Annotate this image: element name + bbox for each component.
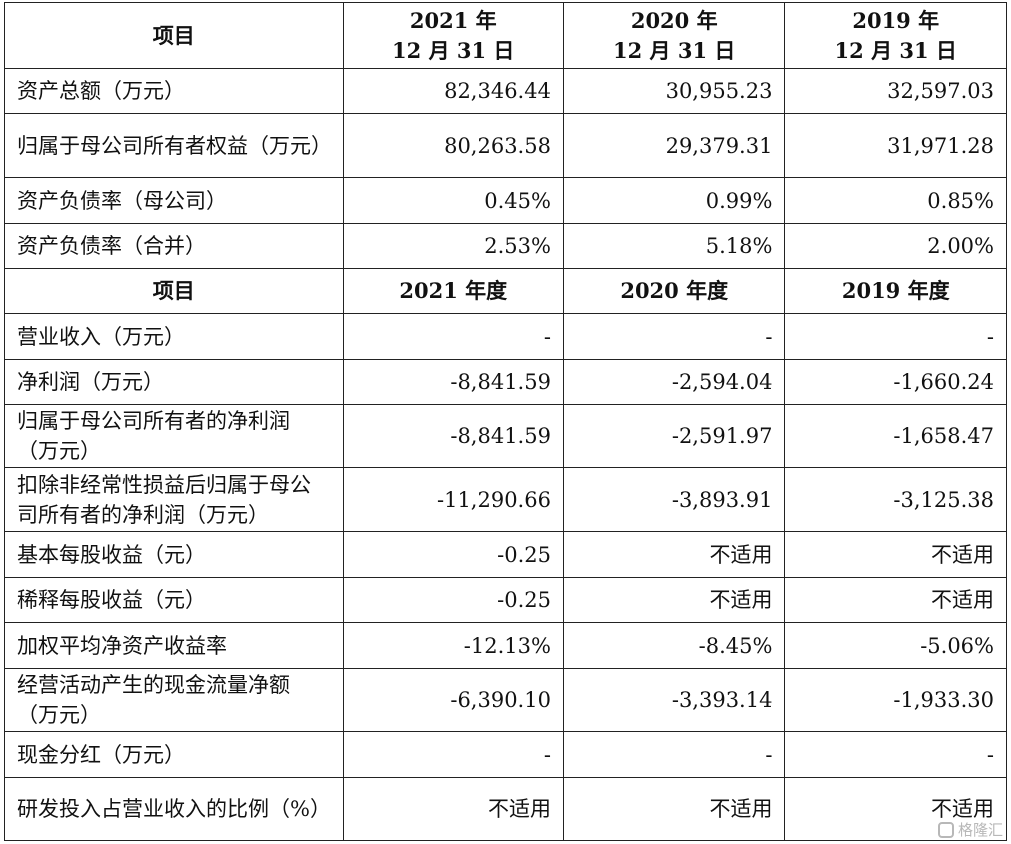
watermark: 格隆汇 bbox=[937, 819, 1003, 840]
value-2019: 不适用 bbox=[784, 531, 1007, 578]
value-2019: - bbox=[784, 731, 1007, 778]
value-2019: -1,658.47 bbox=[784, 404, 1007, 468]
value-2020: 5.18% bbox=[562, 223, 786, 269]
value-2019: 不适用 bbox=[784, 577, 1007, 623]
header-item: 项目 bbox=[4, 268, 344, 314]
value-2020: -8.45% bbox=[562, 622, 786, 669]
value-2021: -11,290.66 bbox=[342, 467, 564, 532]
row-label: 现金分红（万元） bbox=[4, 731, 344, 778]
table-row: 净利润（万元） -8,841.59 -2,594.04 -1,660.24 bbox=[4, 359, 1007, 405]
row-label: 归属于母公司所有者权益（万元） bbox=[4, 113, 344, 178]
table-row: 归属于母公司所有者权益（万元） 80,263.58 29,379.31 31,9… bbox=[4, 113, 1007, 178]
header-2021-date: 12 月 31 日 bbox=[392, 37, 515, 63]
header-2019-date: 12 月 31 日 bbox=[834, 37, 957, 63]
header-2019: 2019 年 12 月 31 日 bbox=[784, 2, 1007, 69]
value-2021: -0.25 bbox=[342, 531, 564, 578]
value-2021: - bbox=[342, 731, 564, 778]
header-item: 项目 bbox=[4, 2, 344, 69]
header-2021-year: 2021 年 bbox=[409, 7, 497, 33]
value-2020: 30,955.23 bbox=[562, 68, 786, 114]
value-2020: -3,893.91 bbox=[562, 467, 786, 532]
row-label: 稀释每股收益（元） bbox=[4, 577, 344, 623]
value-2019: -1,660.24 bbox=[784, 359, 1007, 405]
balance-header-row: 项目 2021 年 12 月 31 日 2020 年 12 月 31 日 201… bbox=[4, 2, 1007, 69]
table-row: 资产负债率（母公司） 0.45% 0.99% 0.85% bbox=[4, 177, 1007, 224]
table-row: 资产总额（万元） 82,346.44 30,955.23 32,597.03 bbox=[4, 68, 1007, 114]
table-row: 营业收入（万元） - - - bbox=[4, 313, 1007, 360]
value-2020: 不适用 bbox=[562, 531, 786, 578]
row-label: 研发投入占营业收入的比例（%） bbox=[4, 777, 344, 841]
value-2021: -0.25 bbox=[342, 577, 564, 623]
table-row: 基本每股收益（元） -0.25 不适用 不适用 bbox=[4, 531, 1007, 578]
value-2020: - bbox=[562, 313, 786, 360]
value-2020: 不适用 bbox=[562, 577, 786, 623]
table-row: 加权平均净资产收益率 -12.13% -8.45% -5.06% bbox=[4, 622, 1007, 669]
row-label: 归属于母公司所有者的净利润（万元） bbox=[4, 404, 344, 468]
header-2019-year: 2019 年 bbox=[852, 7, 940, 33]
value-2020: 不适用 bbox=[562, 777, 786, 841]
value-2021: 80,263.58 bbox=[342, 113, 564, 178]
value-2019: -1,933.30 bbox=[784, 668, 1007, 732]
value-2019: 0.85% bbox=[784, 177, 1007, 224]
value-2021: 0.45% bbox=[342, 177, 564, 224]
value-2019: 2.00% bbox=[784, 223, 1007, 269]
row-label: 基本每股收益（元） bbox=[4, 531, 344, 578]
value-2021: -8,841.59 bbox=[342, 404, 564, 468]
table-row: 稀释每股收益（元） -0.25 不适用 不适用 bbox=[4, 577, 1007, 623]
value-2021: 2.53% bbox=[342, 223, 564, 269]
value-2019: 32,597.03 bbox=[784, 68, 1007, 114]
watermark-logo-icon bbox=[937, 821, 954, 838]
header-2020-year: 2020 年 bbox=[630, 7, 718, 33]
table-row: 归属于母公司所有者的净利润（万元） -8,841.59 -2,591.97 -1… bbox=[4, 404, 1007, 468]
value-2021: -8,841.59 bbox=[342, 359, 564, 405]
value-2021: -6,390.10 bbox=[342, 668, 564, 732]
value-2020: 29,379.31 bbox=[562, 113, 786, 178]
row-label: 资产负债率（合并） bbox=[4, 223, 344, 269]
header-2020: 2020 年 12 月 31 日 bbox=[562, 2, 786, 69]
value-2021: 82,346.44 bbox=[342, 68, 564, 114]
value-2019: - bbox=[784, 313, 1007, 360]
header-2020: 2020 年度 bbox=[562, 268, 786, 314]
value-2019: 不适用 bbox=[784, 777, 1007, 841]
row-label: 营业收入（万元） bbox=[4, 313, 344, 360]
value-2020: -2,594.04 bbox=[562, 359, 786, 405]
value-2019: 31,971.28 bbox=[784, 113, 1007, 178]
table-row: 研发投入占营业收入的比例（%） 不适用 不适用 不适用 bbox=[4, 777, 1007, 841]
row-label: 净利润（万元） bbox=[4, 359, 344, 405]
income-header-row: 项目 2021 年度 2020 年度 2019 年度 bbox=[4, 268, 1007, 314]
table-row: 经营活动产生的现金流量净额（万元） -6,390.10 -3,393.14 -1… bbox=[4, 668, 1007, 732]
header-2021: 2021 年度 bbox=[342, 268, 564, 314]
watermark-text: 格隆汇 bbox=[957, 821, 1003, 839]
table-row: 资产负债率（合并） 2.53% 5.18% 2.00% bbox=[4, 223, 1007, 269]
row-label: 扣除非经常性损益后归属于母公司所有者的净利润（万元） bbox=[4, 467, 344, 532]
table-row: 扣除非经常性损益后归属于母公司所有者的净利润（万元） -11,290.66 -3… bbox=[4, 467, 1007, 532]
value-2019: -3,125.38 bbox=[784, 467, 1007, 532]
row-label: 资产负债率（母公司） bbox=[4, 177, 344, 224]
header-2019: 2019 年度 bbox=[784, 268, 1007, 314]
table-row: 现金分红（万元） - - - bbox=[4, 731, 1007, 778]
value-2020: - bbox=[562, 731, 786, 778]
value-2020: -3,393.14 bbox=[562, 668, 786, 732]
row-label: 经营活动产生的现金流量净额（万元） bbox=[4, 668, 344, 732]
value-2021: -12.13% bbox=[342, 622, 564, 669]
row-label: 资产总额（万元） bbox=[4, 68, 344, 114]
financial-indicators-table: 项目 2021 年 12 月 31 日 2020 年 12 月 31 日 201… bbox=[4, 2, 1007, 841]
value-2021: 不适用 bbox=[342, 777, 564, 841]
value-2020: 0.99% bbox=[562, 177, 786, 224]
value-2020: -2,591.97 bbox=[562, 404, 786, 468]
value-2021: - bbox=[342, 313, 564, 360]
value-2019: -5.06% bbox=[784, 622, 1007, 669]
row-label: 加权平均净资产收益率 bbox=[4, 622, 344, 669]
header-2021: 2021 年 12 月 31 日 bbox=[342, 2, 564, 69]
header-2020-date: 12 月 31 日 bbox=[613, 37, 736, 63]
